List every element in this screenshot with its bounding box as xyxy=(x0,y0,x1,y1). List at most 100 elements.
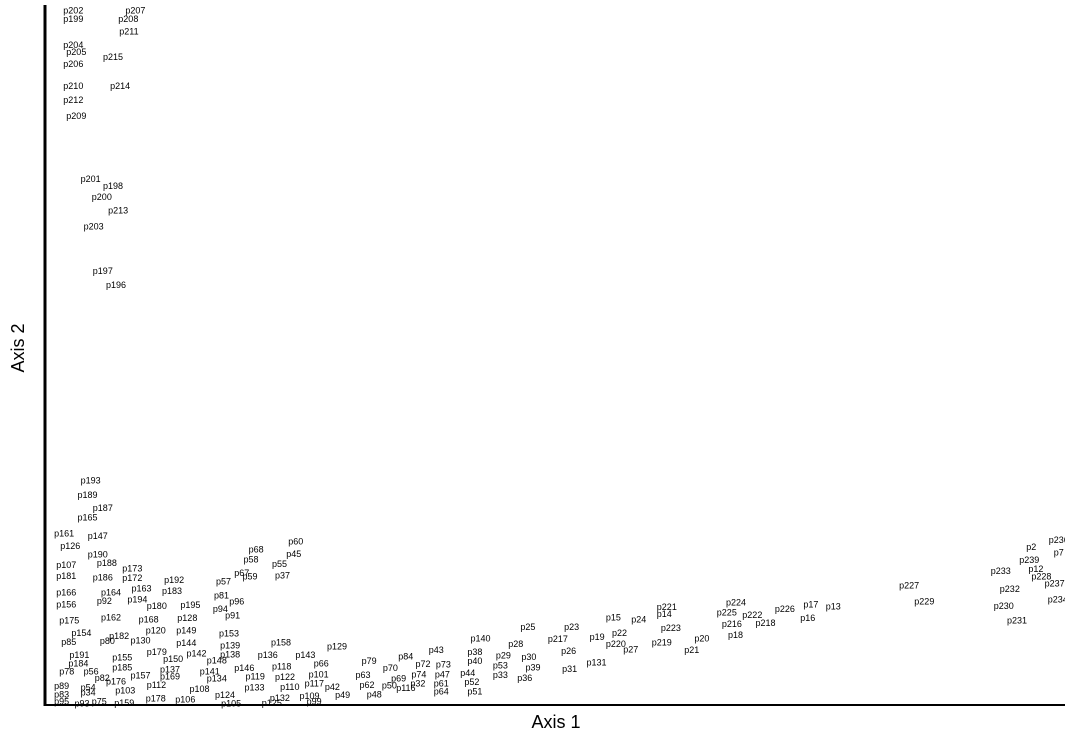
point-label: p237 xyxy=(1045,579,1065,589)
point-label: p132 xyxy=(270,693,290,703)
point-label: p13 xyxy=(826,601,841,611)
point-label: p216 xyxy=(722,619,742,629)
point-label: p213 xyxy=(108,206,128,216)
point-label: p188 xyxy=(97,558,117,568)
point-label: p205 xyxy=(66,47,86,57)
point-label: p43 xyxy=(429,645,444,655)
point-label: p200 xyxy=(92,192,112,202)
point-label: p175 xyxy=(59,615,79,625)
point-label: p56 xyxy=(84,667,99,677)
point-label: p116 xyxy=(396,683,415,693)
point-label: p182 xyxy=(109,631,129,641)
point-label: p27 xyxy=(623,644,638,654)
point-label: p209 xyxy=(66,111,86,121)
point-label: p99 xyxy=(307,696,322,706)
point-label: p178 xyxy=(146,694,166,704)
point-label: p227 xyxy=(899,581,919,591)
point-label: p64 xyxy=(434,687,449,697)
point-label: p38 xyxy=(467,647,482,657)
point-label: p199 xyxy=(63,14,83,24)
point-label: p169 xyxy=(160,671,180,681)
point-label: p217 xyxy=(548,634,568,644)
point-label: p26 xyxy=(561,646,576,656)
point-label: p139 xyxy=(220,640,240,650)
point-label: p187 xyxy=(93,503,113,513)
point-label: p118 xyxy=(272,662,291,672)
point-label: p157 xyxy=(131,671,151,681)
point-label: p95 xyxy=(54,696,69,706)
point-label: p146 xyxy=(234,663,254,673)
point-label: p207 xyxy=(125,6,145,16)
point-label: p94 xyxy=(213,604,228,614)
point-label: p53 xyxy=(493,660,508,670)
point-label: p131 xyxy=(587,658,607,668)
point-label: p21 xyxy=(684,645,699,655)
point-label: p172 xyxy=(122,573,142,583)
point-label: p124 xyxy=(215,690,235,700)
point-label: p150 xyxy=(163,654,183,664)
point-label: p34 xyxy=(81,687,96,697)
point-label: p45 xyxy=(286,549,301,559)
point-label: p129 xyxy=(327,642,347,652)
point-label: p16 xyxy=(800,613,815,623)
point-label: p117 xyxy=(305,678,324,688)
point-label: p75 xyxy=(92,696,107,706)
point-label: p220 xyxy=(606,639,626,649)
point-label: p222 xyxy=(742,610,762,620)
point-label: p61 xyxy=(434,678,449,688)
point-label: p60 xyxy=(288,536,303,546)
point-label: p120 xyxy=(146,626,166,636)
point-label: p193 xyxy=(81,475,101,485)
point-label: p202 xyxy=(63,6,83,16)
point-label: p42 xyxy=(325,682,340,692)
point-label: p230 xyxy=(994,601,1014,611)
point-label: p184 xyxy=(68,658,88,668)
point-label: p84 xyxy=(398,651,413,661)
point-label: p74 xyxy=(411,669,426,679)
point-label: p55 xyxy=(272,559,287,569)
point-label: p20 xyxy=(694,633,709,643)
point-label: p32 xyxy=(410,678,425,688)
point-label: p73 xyxy=(436,660,451,670)
point-label: p148 xyxy=(207,656,227,666)
point-label: p231 xyxy=(1007,615,1027,625)
point-label: p28 xyxy=(508,639,523,649)
point-label: p105 xyxy=(221,699,241,709)
point-label: p138 xyxy=(220,649,240,659)
point-label: p31 xyxy=(562,664,577,674)
point-label: p155 xyxy=(112,653,132,663)
point-label: p189 xyxy=(78,490,98,500)
point-label: p192 xyxy=(164,575,184,585)
point-label: p85 xyxy=(61,637,76,647)
point-label: p191 xyxy=(69,650,89,660)
point-label: p68 xyxy=(249,545,264,555)
point-label: p219 xyxy=(652,638,672,648)
point-label: p107 xyxy=(56,560,76,570)
point-label: p18 xyxy=(728,630,743,640)
point-label: p239 xyxy=(1019,555,1039,565)
point-label: p78 xyxy=(59,667,74,677)
point-label: p112 xyxy=(147,680,166,690)
point-label: p204 xyxy=(63,40,83,50)
point-label: p141 xyxy=(200,667,220,677)
point-label: p232 xyxy=(1000,584,1020,594)
y-axis-title: Axis 2 xyxy=(8,323,28,372)
point-label: p96 xyxy=(229,597,244,607)
point-label: p223 xyxy=(661,623,681,633)
point-label: p70 xyxy=(383,663,398,673)
point-label: p214 xyxy=(110,81,130,91)
point-label: p54 xyxy=(81,683,96,693)
point-label: p190 xyxy=(88,550,108,560)
point-label: p14 xyxy=(657,609,672,619)
point-label: p158 xyxy=(271,638,291,648)
point-label: p39 xyxy=(526,662,541,672)
point-label: p208 xyxy=(118,14,138,24)
point-label: p57 xyxy=(216,577,231,587)
point-label: p25 xyxy=(520,622,535,632)
point-label: p173 xyxy=(122,563,142,573)
point-label: p92 xyxy=(97,596,112,606)
point-label: p206 xyxy=(63,59,83,69)
point-label: p62 xyxy=(360,680,375,690)
